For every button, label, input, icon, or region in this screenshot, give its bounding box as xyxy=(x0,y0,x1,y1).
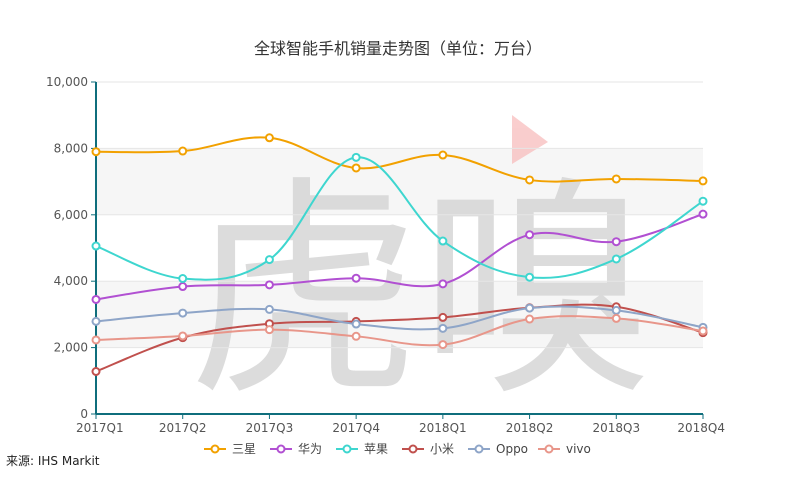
data-point[interactable] xyxy=(438,150,448,160)
data-point[interactable] xyxy=(611,254,621,264)
legend-swatch-marker xyxy=(276,444,286,454)
data-point[interactable] xyxy=(91,367,101,377)
data-point[interactable] xyxy=(264,133,274,143)
data-point[interactable] xyxy=(611,305,621,315)
source-note: 来源: IHS Markit xyxy=(6,454,100,468)
data-point[interactable] xyxy=(91,241,101,251)
x-tick-label: 2017Q3 xyxy=(246,421,294,435)
y-tick-label: 4,000 xyxy=(54,274,88,288)
legend-item-华为[interactable]: 华为 xyxy=(270,442,322,456)
x-tick-label: 2017Q1 xyxy=(76,421,124,435)
watermark-logo: 虎嗅 xyxy=(188,115,652,427)
data-point[interactable] xyxy=(351,163,361,173)
data-point[interactable] xyxy=(91,335,101,345)
x-tick-label: 2018Q1 xyxy=(419,421,467,435)
legend-label: 三星 xyxy=(232,442,256,456)
data-point[interactable] xyxy=(351,319,361,329)
legend-label: 小米 xyxy=(430,442,454,456)
data-point[interactable] xyxy=(264,255,274,265)
legend-swatch-marker xyxy=(544,444,554,454)
data-point[interactable] xyxy=(438,236,448,246)
data-point[interactable] xyxy=(351,273,361,283)
y-tick-label: 8,000 xyxy=(54,141,88,155)
legend-item-三星[interactable]: 三星 xyxy=(204,442,256,456)
data-point[interactable] xyxy=(91,147,101,157)
legend[interactable]: 三星 华为 苹果 小米 Oppo vivo xyxy=(204,442,591,456)
series-line-华为 xyxy=(95,213,704,301)
grid-band xyxy=(96,281,703,348)
grid-band xyxy=(96,214,703,282)
data-point[interactable] xyxy=(611,237,621,247)
grid-bands xyxy=(96,82,703,414)
legend-item-苹果[interactable]: 苹果 xyxy=(336,442,388,456)
series-lines xyxy=(95,136,704,373)
grid-band xyxy=(96,82,703,149)
data-point[interactable] xyxy=(438,279,448,289)
data-point[interactable] xyxy=(698,176,708,186)
x-tick-label: 2017Q4 xyxy=(332,421,380,435)
data-point[interactable] xyxy=(525,272,535,282)
legend-item-Oppo[interactable]: Oppo xyxy=(468,442,528,456)
legend-item-vivo[interactable]: vivo xyxy=(538,442,591,456)
data-point[interactable] xyxy=(611,313,621,323)
data-point[interactable] xyxy=(698,196,708,206)
y-tick-label: 6,000 xyxy=(54,208,88,222)
data-point[interactable] xyxy=(264,325,274,335)
data-point[interactable] xyxy=(178,282,188,292)
data-point[interactable] xyxy=(178,274,188,284)
grid-band xyxy=(96,347,703,414)
legend-label: 华为 xyxy=(298,442,322,456)
y-tick-label: 2,000 xyxy=(54,341,88,355)
x-tick-label: 2017Q2 xyxy=(159,421,207,435)
legend-swatch-marker xyxy=(474,444,484,454)
data-point[interactable] xyxy=(438,340,448,350)
series-line-vivo xyxy=(95,315,704,347)
series-points xyxy=(91,133,708,377)
x-tick-label: 2018Q2 xyxy=(506,421,554,435)
legend-swatch-marker xyxy=(408,444,418,454)
series-line-三星 xyxy=(95,136,704,183)
data-point[interactable] xyxy=(698,326,708,336)
legend-swatch-marker xyxy=(342,444,352,454)
data-point[interactable] xyxy=(91,294,101,304)
x-tick-label: 2018Q3 xyxy=(592,421,640,435)
legend-label: Oppo xyxy=(496,442,528,456)
data-point[interactable] xyxy=(525,303,535,313)
series-line-Oppo xyxy=(95,305,704,331)
y-axis-ticks: 0 2,000 4,000 6,000 8,000 10,000 xyxy=(46,75,96,421)
data-point[interactable] xyxy=(438,312,448,322)
data-point[interactable] xyxy=(698,209,708,219)
legend-swatch-marker xyxy=(210,444,220,454)
data-point[interactable] xyxy=(178,146,188,156)
y-tick-label: 0 xyxy=(80,407,88,421)
data-point[interactable] xyxy=(525,230,535,240)
chart-title: 全球智能手机销量走势图（单位：万台） xyxy=(254,39,542,58)
data-point[interactable] xyxy=(178,308,188,318)
data-point[interactable] xyxy=(351,152,361,162)
legend-label: 苹果 xyxy=(364,442,388,456)
data-point[interactable] xyxy=(438,323,448,333)
x-tick-label: 2018Q4 xyxy=(677,421,725,435)
watermark-accent-shape xyxy=(512,115,548,164)
series-line-苹果 xyxy=(95,156,704,281)
data-point[interactable] xyxy=(351,331,361,341)
legend-label: vivo xyxy=(566,442,591,456)
data-point[interactable] xyxy=(264,280,274,290)
data-point[interactable] xyxy=(91,316,101,326)
watermark-text: 虎嗅 xyxy=(188,157,652,427)
data-point[interactable] xyxy=(264,304,274,314)
data-point[interactable] xyxy=(611,174,621,184)
grid-band xyxy=(96,148,703,215)
data-point[interactable] xyxy=(178,331,188,341)
y-tick-label: 10,000 xyxy=(46,75,88,89)
data-point[interactable] xyxy=(525,314,535,324)
legend-item-小米[interactable]: 小米 xyxy=(402,442,454,456)
data-point[interactable] xyxy=(525,175,535,185)
x-axis-ticks: 2017Q1 2017Q2 2017Q3 2017Q4 2018Q1 2018Q2 2018… xyxy=(76,414,725,435)
